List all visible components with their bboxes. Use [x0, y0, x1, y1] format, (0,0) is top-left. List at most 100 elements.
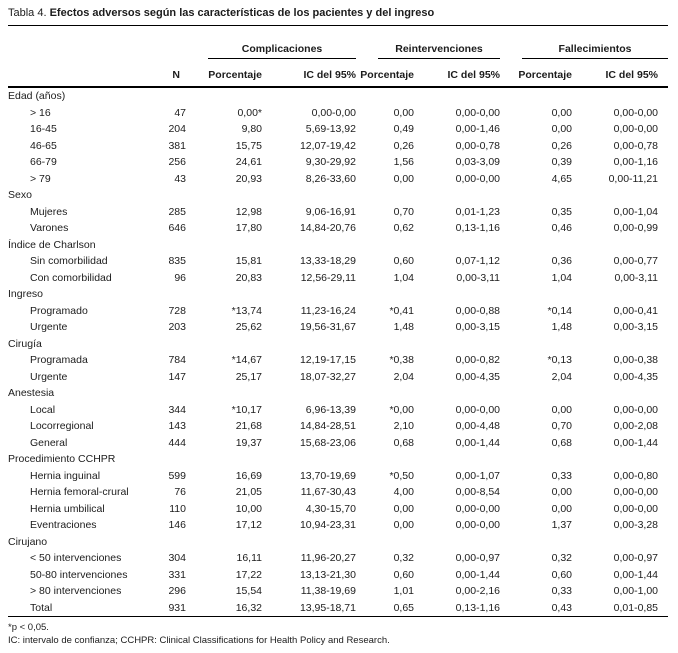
table-title: Tabla 4. Efectos adversos según las cara…: [8, 6, 668, 26]
cell-value: 0,07-1,12: [455, 255, 501, 267]
section-label: Índice de Charlson: [8, 238, 96, 251]
cell-value: 0,00-0,00: [613, 502, 659, 515]
cell-value: 47: [174, 106, 186, 119]
table-row: 66-79 256 24,61 9,30-29,92 1,56 0,03-3,09 0,39…: [8, 154, 668, 171]
cell-value: 0,00-1,16: [613, 156, 659, 168]
cell-value: 0,01-1,23: [455, 205, 501, 218]
row-label: Programado: [30, 304, 88, 317]
cell-value: 18,07-32,27: [299, 370, 356, 383]
cell-value: 0,00-4,35: [613, 370, 659, 383]
cell-value: 0,00-11,21: [608, 172, 659, 185]
cell-value: 17,12: [235, 519, 262, 531]
table-body: Edad (años) > 16 47 0,00* 0,00-0,00 0,00 0,00-…: [8, 87, 668, 616]
footnote-significance: *p < 0,05.: [8, 622, 49, 633]
cell-value: 16,11: [236, 552, 263, 564]
cell-value: 20,93: [235, 172, 262, 185]
cell-value: 931: [168, 601, 186, 614]
cell-value: 381: [168, 139, 186, 152]
cell-value: 0,26: [551, 139, 573, 152]
group-header-fallecimientos: Fallecimientos: [500, 39, 669, 59]
cell-value: 2,10: [393, 420, 414, 432]
cell-value: 147: [168, 370, 186, 383]
column-header-n: N: [150, 59, 186, 88]
cell-value: 21,68: [235, 420, 262, 432]
cell-value: 304: [168, 552, 186, 564]
cell-value: 21,05: [235, 486, 262, 498]
cell-value: 0,00-0,00: [613, 486, 659, 498]
group-header-reintervenciones: Reintervenciones: [356, 39, 501, 59]
cell-value: 15,81: [235, 255, 262, 267]
cell-value: 0,00: [551, 106, 573, 119]
row-label: Total: [30, 601, 53, 614]
row-label: Local: [30, 403, 56, 416]
cell-value: 0,39: [551, 156, 573, 168]
table-row: Varones 646 17,80 14,84-20,76 0,62 0,13-1,16 0…: [8, 220, 668, 237]
section-header-row: Sexo: [8, 187, 668, 204]
cell-value: 16,69: [235, 469, 262, 482]
empty-header-cell: [150, 39, 186, 59]
cell-value: 0,00-0,88: [455, 304, 501, 317]
cell-value: 0,03-3,09: [455, 156, 501, 168]
row-label: > 16: [30, 106, 51, 119]
cell-value: 599: [168, 469, 186, 482]
row-label: 66-79: [30, 156, 57, 168]
section-header-row: Cirugía: [8, 336, 668, 353]
section-label: Anestesia: [8, 387, 55, 399]
cell-value: 110: [169, 502, 186, 515]
table-row: Programado 728 *13,74 11,23-16,24 *0,41 0,00-…: [8, 303, 668, 320]
cell-value: 1,56: [393, 156, 414, 168]
cell-value: 0,00-0,00: [455, 172, 501, 185]
cell-value: 0,00-1,44: [455, 568, 501, 581]
cell-value: 24,61: [235, 156, 262, 168]
row-label: Varones: [30, 222, 69, 234]
cell-value: 204: [168, 123, 186, 135]
table-row: Sin comorbilidad 835 15,81 13,33-18,29 0,60 0…: [8, 253, 668, 270]
cell-value: *0,13: [547, 354, 573, 366]
footnote-abbreviations: IC: intervalo de confianza; CCHPR: Clini…: [8, 635, 390, 646]
cell-value: 8,26-33,60: [305, 172, 356, 185]
cell-value: 9,06-16,91: [305, 205, 356, 218]
cell-value: 0,00: [393, 172, 414, 185]
cell-value: 25,17: [235, 370, 262, 383]
row-label: Con comorbilidad: [30, 271, 112, 284]
group-label: Reintervenciones: [378, 43, 501, 59]
cell-value: 96: [174, 271, 186, 284]
cell-value: 0,00*: [237, 106, 262, 119]
cell-value: 0,70: [551, 420, 573, 432]
cell-value: 10,94-23,31: [299, 519, 356, 531]
cell-value: 784: [168, 354, 186, 366]
cell-value: 0,00-0,80: [613, 469, 659, 482]
cell-value: *0,50: [389, 469, 414, 482]
cell-value: 0,00-3,11: [614, 271, 659, 284]
row-label: 16-45: [30, 123, 57, 135]
row-label: Hernia umbilical: [30, 502, 105, 515]
cell-value: 0,00-1,07: [455, 469, 501, 482]
row-label: > 79: [30, 172, 51, 185]
cell-value: 6,96-13,39: [305, 403, 356, 416]
cell-value: 0,00: [393, 519, 414, 531]
table-row: Hernia femoral-crural 76 21,05 11,67-30,43 4…: [8, 484, 668, 501]
cell-value: 12,19-17,15: [299, 354, 356, 366]
cell-value: 0,00-1,44: [613, 436, 659, 449]
cell-value: 14,84-20,76: [299, 222, 356, 234]
section-header-row: Edad (años): [8, 87, 668, 105]
cell-value: 1,48: [551, 321, 573, 333]
cell-value: 12,98: [235, 205, 262, 218]
table-row: General 444 19,37 15,68-23,06 0,68 0,00-1,44 0…: [8, 435, 668, 452]
section-header-row: Ingreso: [8, 286, 668, 303]
table-row: Total 931 16,32 13,95-18,71 0,65 0,13-1,16 0,4…: [8, 600, 668, 617]
cell-value: 0,00-0,97: [613, 552, 659, 564]
cell-value: 0,60: [551, 568, 573, 581]
cell-value: 0,00-4,48: [455, 420, 501, 432]
adverse-effects-table: Complicaciones Reintervenciones Fallecim…: [8, 39, 669, 616]
row-label: Hernia femoral-crural: [30, 486, 129, 498]
cell-value: *0,41: [389, 304, 414, 317]
row-label: 50-80 intervenciones: [30, 568, 128, 581]
group-header-complicaciones: Complicaciones: [186, 39, 356, 59]
cell-value: 2,04: [551, 370, 573, 383]
cell-value: *10,17: [231, 403, 262, 416]
cell-value: 12,07-19,42: [299, 139, 356, 152]
table-row: > 80 intervenciones 296 15,54 11,38-19,69 1,…: [8, 583, 668, 600]
cell-value: 2,04: [393, 370, 414, 383]
